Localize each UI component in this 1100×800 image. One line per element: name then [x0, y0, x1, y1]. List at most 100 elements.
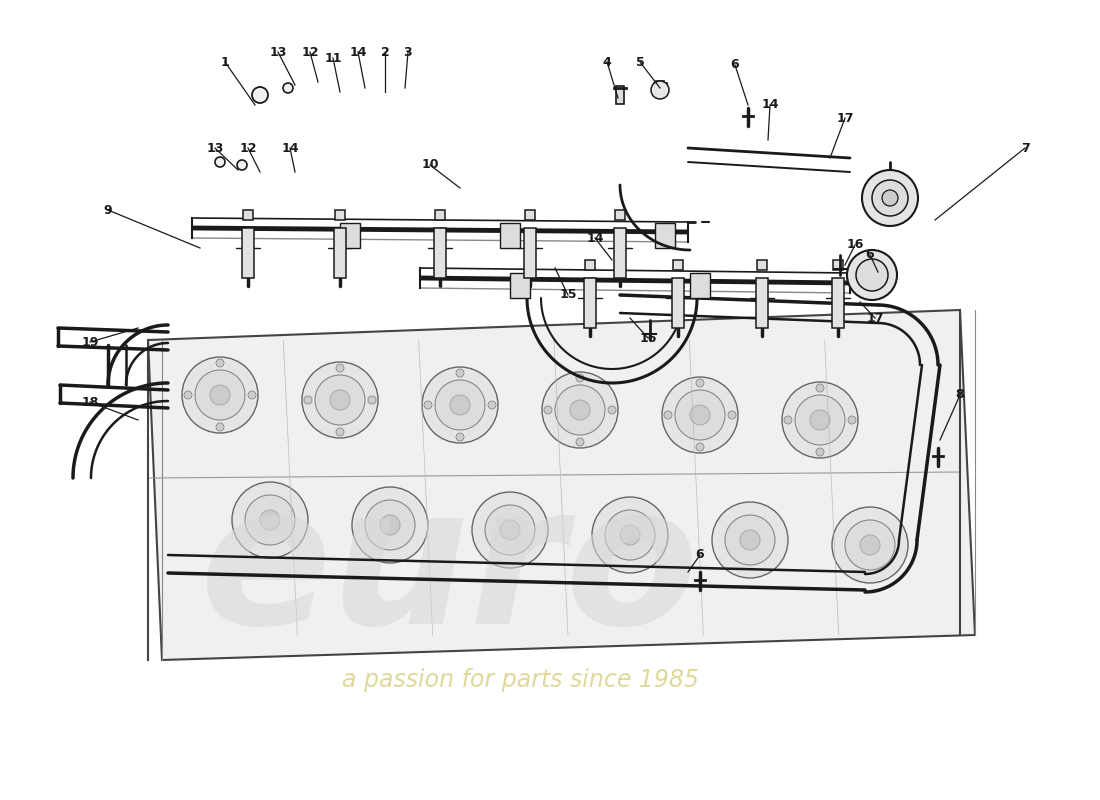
Bar — [585, 260, 595, 270]
Circle shape — [696, 379, 704, 387]
Circle shape — [330, 390, 350, 410]
Bar — [336, 210, 345, 220]
Bar — [757, 260, 767, 270]
Bar — [614, 228, 626, 278]
Text: euro: euro — [200, 476, 700, 664]
Circle shape — [379, 515, 400, 535]
Circle shape — [862, 170, 918, 226]
Text: 17: 17 — [836, 111, 854, 125]
Bar — [673, 260, 683, 270]
Circle shape — [608, 406, 616, 414]
Text: 12: 12 — [301, 46, 319, 58]
Circle shape — [302, 362, 378, 438]
Bar — [656, 81, 664, 93]
Bar — [500, 223, 520, 248]
Text: 16: 16 — [639, 331, 657, 345]
Circle shape — [544, 406, 552, 414]
Circle shape — [245, 495, 295, 545]
Text: 19: 19 — [81, 335, 99, 349]
Circle shape — [712, 502, 788, 578]
Circle shape — [816, 384, 824, 392]
Circle shape — [651, 81, 669, 99]
Text: 14: 14 — [586, 231, 604, 245]
Circle shape — [472, 492, 548, 568]
Circle shape — [248, 391, 256, 399]
Text: 3: 3 — [404, 46, 412, 58]
Circle shape — [696, 443, 704, 451]
Text: 5: 5 — [636, 55, 645, 69]
Bar — [615, 210, 625, 220]
Bar — [616, 86, 624, 104]
Circle shape — [456, 433, 464, 441]
Circle shape — [570, 400, 590, 420]
Circle shape — [860, 535, 880, 555]
Bar — [334, 228, 346, 278]
Text: 13: 13 — [207, 142, 223, 154]
Circle shape — [236, 160, 248, 170]
Circle shape — [434, 380, 485, 430]
Circle shape — [882, 190, 898, 206]
Circle shape — [872, 180, 908, 216]
Circle shape — [845, 520, 895, 570]
Text: 2: 2 — [381, 46, 389, 58]
Circle shape — [336, 428, 344, 436]
Circle shape — [690, 405, 710, 425]
Circle shape — [424, 401, 432, 409]
Text: 8: 8 — [956, 389, 965, 402]
Text: 14: 14 — [350, 46, 366, 58]
Circle shape — [675, 390, 725, 440]
Circle shape — [182, 357, 258, 433]
Circle shape — [252, 87, 268, 103]
Bar — [756, 278, 768, 328]
Bar — [525, 210, 535, 220]
Bar — [340, 223, 360, 248]
Bar — [434, 210, 446, 220]
Polygon shape — [148, 310, 975, 660]
Bar — [510, 273, 530, 298]
Circle shape — [214, 157, 225, 167]
Text: 10: 10 — [421, 158, 439, 171]
Circle shape — [725, 515, 775, 565]
Circle shape — [620, 525, 640, 545]
Circle shape — [592, 497, 668, 573]
Text: 6: 6 — [866, 249, 874, 262]
Circle shape — [336, 364, 344, 372]
Text: 17: 17 — [867, 311, 883, 325]
Bar — [524, 228, 536, 278]
Text: 6: 6 — [730, 58, 739, 71]
Circle shape — [728, 411, 736, 419]
Circle shape — [664, 411, 672, 419]
Circle shape — [605, 510, 654, 560]
Text: 7: 7 — [1021, 142, 1030, 154]
Circle shape — [422, 367, 498, 443]
Circle shape — [556, 385, 605, 435]
Circle shape — [795, 395, 845, 445]
Bar — [243, 210, 253, 220]
Text: 9: 9 — [103, 203, 112, 217]
Bar — [832, 278, 844, 328]
Circle shape — [784, 416, 792, 424]
Circle shape — [488, 401, 496, 409]
Circle shape — [216, 423, 224, 431]
Bar — [242, 228, 254, 278]
Circle shape — [810, 410, 830, 430]
Circle shape — [365, 500, 415, 550]
Circle shape — [816, 448, 824, 456]
Circle shape — [315, 375, 365, 425]
Circle shape — [232, 482, 308, 558]
Circle shape — [485, 505, 535, 555]
Circle shape — [210, 385, 230, 405]
Circle shape — [542, 372, 618, 448]
Circle shape — [662, 377, 738, 453]
Text: 13: 13 — [270, 46, 287, 58]
Circle shape — [304, 396, 312, 404]
Circle shape — [260, 510, 280, 530]
Text: 1: 1 — [221, 55, 230, 69]
Bar — [584, 278, 596, 328]
Bar — [833, 260, 843, 270]
Circle shape — [283, 83, 293, 93]
Circle shape — [450, 395, 470, 415]
Circle shape — [195, 370, 245, 420]
Circle shape — [848, 416, 856, 424]
Text: 18: 18 — [81, 395, 99, 409]
